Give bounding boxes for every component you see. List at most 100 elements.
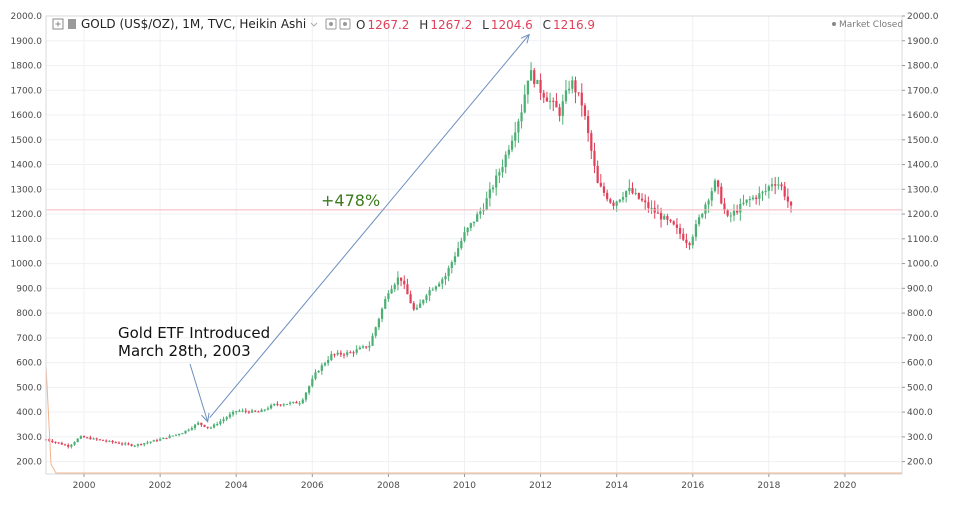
etf-annotation-line-1: Gold ETF Introduced (118, 324, 270, 342)
candle-body (539, 80, 542, 93)
candle-body (412, 303, 415, 310)
candle-body (396, 277, 400, 285)
candle-body (621, 197, 625, 200)
candle-body (428, 290, 431, 296)
candle-body (304, 392, 308, 400)
indicator-line (45, 365, 902, 474)
etf-annotation-line-2: March 28th, 2003 (118, 342, 251, 360)
candle-body (434, 286, 438, 290)
candle-body (377, 318, 380, 328)
candle-body (723, 203, 726, 211)
y-tick-label-left: 1000.0 (11, 260, 43, 270)
candle-body (758, 193, 761, 199)
candle-body (143, 443, 146, 445)
y-tick-label-left: 700.0 (16, 334, 42, 344)
candle-body (577, 92, 580, 94)
candle-body (339, 352, 342, 355)
candle-body (609, 199, 612, 203)
eye-icon[interactable] (339, 18, 351, 30)
candle-body (79, 436, 82, 439)
chevron-down-icon[interactable] (310, 22, 318, 27)
candle-body (726, 210, 729, 216)
candle-body (358, 347, 361, 350)
y-tick-label-left: 2000.0 (11, 12, 43, 22)
candle-body (193, 424, 197, 428)
candle-body (431, 289, 434, 291)
candle-body (133, 445, 136, 447)
candle-body (187, 429, 190, 431)
candle-body (86, 437, 89, 439)
candle-body (355, 349, 358, 353)
x-tick-label: 2000 (73, 481, 96, 491)
candle-body (219, 421, 222, 424)
open-label: O (356, 18, 365, 32)
candle-body (67, 445, 70, 447)
candle-body (387, 293, 390, 300)
candle-body (365, 346, 368, 348)
y-tick-label-left: 600.0 (16, 359, 42, 369)
candle-body (399, 277, 403, 281)
candle-body (542, 92, 545, 98)
candle-body (536, 80, 539, 84)
candle-body (783, 186, 786, 197)
candle-body (368, 345, 371, 348)
x-tick-label: 2014 (605, 481, 628, 491)
candle-body (552, 100, 555, 102)
candle-body (308, 386, 311, 393)
candle-body (438, 283, 441, 287)
settings-icon[interactable] (325, 18, 337, 30)
candlestick-icon[interactable] (68, 19, 76, 29)
axes: 200.0 200.0 300.0 300.0 400.0 400.0 500.0 500.0… (11, 12, 939, 491)
candle-body (764, 190, 767, 192)
x-tick-label: 2002 (149, 481, 172, 491)
candle-body (498, 172, 501, 176)
candle-body (222, 419, 225, 422)
candle-body (60, 442, 63, 445)
candle-body (548, 100, 552, 102)
overlays (45, 33, 902, 474)
candle-body (739, 203, 742, 213)
candle-body (685, 239, 688, 244)
candle-body (488, 189, 491, 199)
candle-body (634, 193, 637, 195)
candle-body (694, 224, 698, 237)
candle-body (48, 439, 51, 441)
y-tick-label-right: 700.0 (907, 334, 933, 344)
candle-body (732, 210, 736, 216)
candle-body (146, 442, 149, 444)
y-tick-label-right: 1600.0 (907, 111, 939, 121)
candle-body (644, 200, 647, 203)
candle-body (463, 232, 466, 241)
candle-body (612, 202, 615, 206)
y-tick-label-right: 1000.0 (907, 260, 939, 270)
etf-annotation: Gold ETF Introduced March 28th, 2003 (118, 324, 270, 360)
candle-body (92, 438, 95, 440)
candle-body (637, 193, 640, 199)
candle-body (558, 107, 561, 116)
candle-body (124, 443, 127, 445)
candle-body (384, 299, 387, 309)
candle-body (231, 411, 235, 415)
candle-body (266, 408, 270, 410)
candle-body (767, 186, 770, 191)
etf-arrow-head (201, 412, 210, 423)
candle-body (761, 191, 764, 194)
candle-body (555, 101, 558, 108)
candle-body (174, 434, 178, 436)
plus-square-icon[interactable] (52, 18, 64, 30)
candle-body (510, 140, 514, 150)
candle-body (73, 442, 76, 445)
candle-body (663, 216, 666, 220)
candle-body (105, 440, 108, 442)
candle-body (336, 352, 339, 355)
y-tick-label-left: 300.0 (16, 433, 42, 443)
candle-body (770, 184, 774, 187)
candle-body (342, 354, 346, 356)
candle-body (659, 213, 663, 220)
candle-body (241, 410, 244, 412)
y-tick-label-left: 1200.0 (11, 210, 43, 220)
etf-arrow (189, 363, 209, 422)
candle-body (317, 370, 320, 373)
